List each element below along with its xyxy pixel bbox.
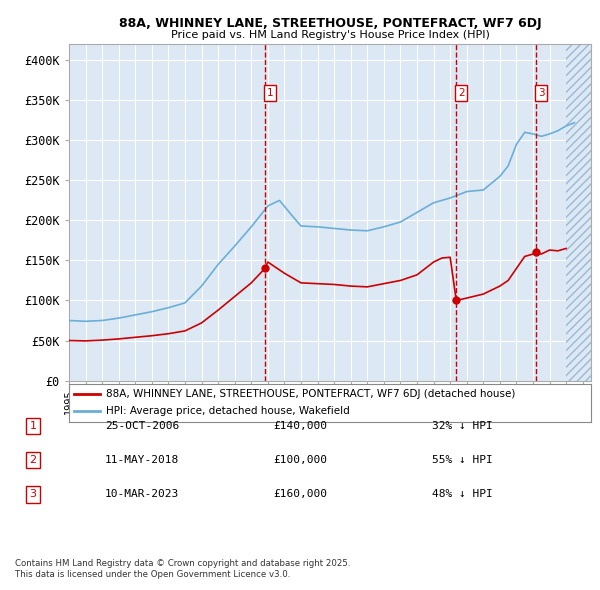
Text: 88A, WHINNEY LANE, STREETHOUSE, PONTEFRACT, WF7 6DJ: 88A, WHINNEY LANE, STREETHOUSE, PONTEFRA… — [119, 17, 541, 30]
Text: 2: 2 — [29, 455, 37, 465]
Text: 48% ↓ HPI: 48% ↓ HPI — [432, 490, 493, 499]
Text: 3: 3 — [29, 490, 37, 499]
Text: £160,000: £160,000 — [273, 490, 327, 499]
Bar — [566, 44, 591, 381]
Text: 3: 3 — [538, 88, 544, 98]
Text: 1: 1 — [29, 421, 37, 431]
Text: Contains HM Land Registry data © Crown copyright and database right 2025.: Contains HM Land Registry data © Crown c… — [15, 559, 350, 568]
Text: 2: 2 — [458, 88, 464, 98]
Text: 25-OCT-2006: 25-OCT-2006 — [105, 421, 179, 431]
Text: HPI: Average price, detached house, Wakefield: HPI: Average price, detached house, Wake… — [106, 406, 349, 416]
Text: 32% ↓ HPI: 32% ↓ HPI — [432, 421, 493, 431]
Text: 10-MAR-2023: 10-MAR-2023 — [105, 490, 179, 499]
Text: 55% ↓ HPI: 55% ↓ HPI — [432, 455, 493, 465]
Text: This data is licensed under the Open Government Licence v3.0.: This data is licensed under the Open Gov… — [15, 571, 290, 579]
Text: 11-MAY-2018: 11-MAY-2018 — [105, 455, 179, 465]
Text: £100,000: £100,000 — [273, 455, 327, 465]
Text: £140,000: £140,000 — [273, 421, 327, 431]
Text: 1: 1 — [266, 88, 273, 98]
Text: 88A, WHINNEY LANE, STREETHOUSE, PONTEFRACT, WF7 6DJ (detached house): 88A, WHINNEY LANE, STREETHOUSE, PONTEFRA… — [106, 389, 515, 399]
Text: Price paid vs. HM Land Registry's House Price Index (HPI): Price paid vs. HM Land Registry's House … — [170, 30, 490, 40]
